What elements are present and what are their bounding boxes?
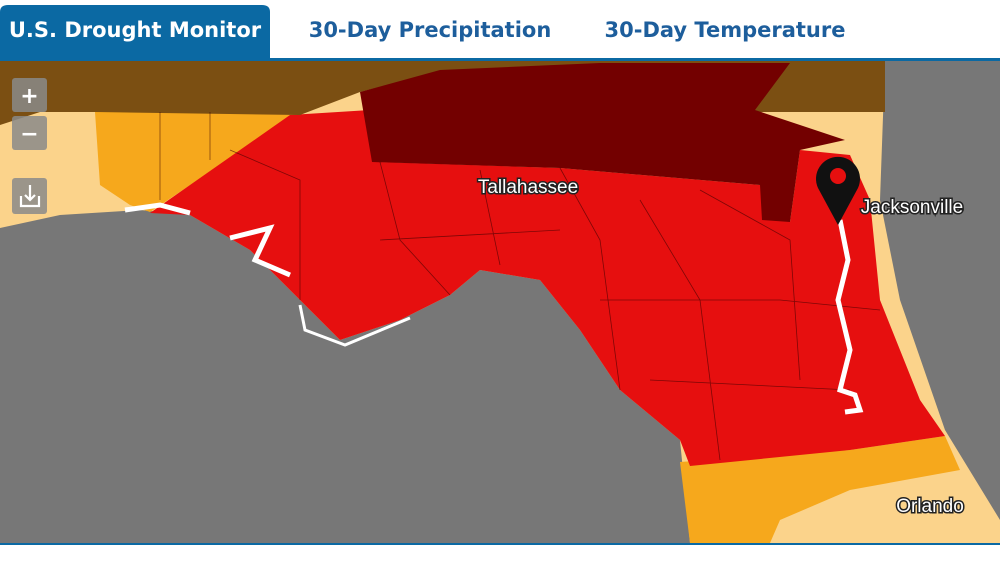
tab-label[interactable]: 30-Day Precipitation	[309, 18, 552, 42]
tab-label[interactable]: U.S. Drought Monitor	[9, 18, 262, 42]
bay	[229, 224, 291, 278]
zoom-in-label[interactable]: +	[20, 84, 38, 109]
place-label: Tallahassee	[478, 177, 578, 198]
bay	[124, 202, 191, 216]
coast-island	[298, 304, 411, 347]
drought-area	[360, 63, 845, 222]
map-border	[0, 543, 1000, 545]
tab-label[interactable]: 30-Day Temperature	[605, 18, 846, 42]
map[interactable]: Tallahassee Jacksonville Orlando	[0, 61, 1000, 543]
river	[835, 219, 864, 415]
location-pin[interactable]	[816, 156, 861, 225]
zoom-out-label[interactable]: −	[20, 122, 38, 147]
drought-area	[150, 110, 945, 466]
active-tab[interactable]	[0, 5, 270, 58]
drought-area	[95, 112, 300, 212]
county-lines	[159, 112, 881, 461]
zoom-in-button[interactable]	[12, 78, 47, 112]
zoom-out-button[interactable]	[12, 116, 47, 150]
drought-area	[680, 436, 960, 543]
tab-border	[0, 58, 1000, 61]
download-button[interactable]	[12, 178, 47, 214]
place-label: Orlando	[896, 496, 964, 517]
place-label: Jacksonville	[861, 197, 963, 218]
